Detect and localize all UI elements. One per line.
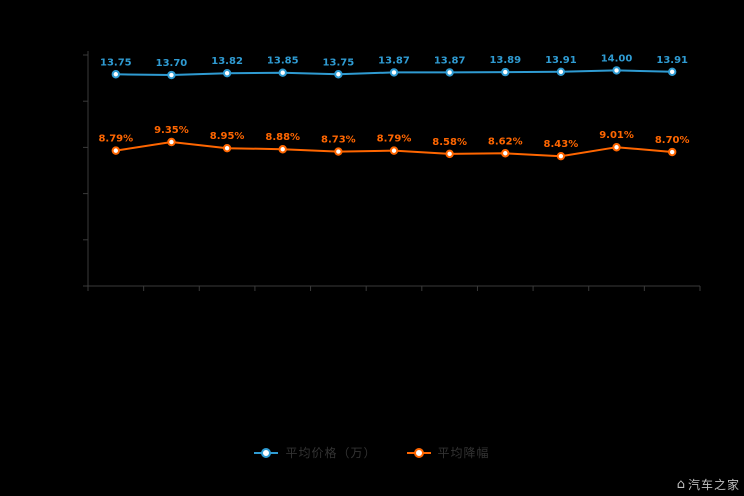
data-point-marker — [222, 68, 232, 78]
data-point-marker — [556, 67, 566, 76]
watermark-text: 汽车之家 — [687, 478, 740, 492]
data-label: 13.91 — [545, 55, 577, 66]
home-icon: ⌂ — [676, 477, 685, 492]
legend-item-avg-price[interactable]: 平均价格（万） — [254, 444, 376, 461]
data-point-marker — [501, 67, 510, 77]
data-point-marker — [334, 70, 343, 79]
watermark: ⌂ 汽车之家 — [677, 476, 740, 493]
data-label: 9.35% — [154, 125, 189, 136]
data-point-marker — [445, 68, 454, 77]
data-point-marker — [111, 70, 121, 79]
data-label: 13.75 — [323, 57, 355, 68]
data-label: 8.43% — [544, 139, 579, 150]
data-label: 8.95% — [210, 131, 245, 142]
data-point-marker — [612, 66, 621, 75]
data-label: 13.82 — [211, 56, 243, 67]
line-series-icon — [406, 447, 431, 458]
chart-legend: 平均价格（万） 平均降幅 — [0, 444, 744, 461]
legend-item-avg-discount[interactable]: 平均降幅 — [406, 444, 490, 461]
data-label: 13.89 — [489, 55, 521, 66]
data-point-marker — [167, 70, 176, 80]
data-point-marker — [667, 67, 677, 76]
data-point-marker — [278, 68, 287, 77]
line-series-icon — [254, 447, 279, 458]
data-point-marker — [612, 143, 621, 152]
legend-label: 平均降幅 — [437, 446, 490, 460]
data-label: 8.62% — [488, 136, 523, 147]
data-label: 13.75 — [100, 57, 132, 68]
data-label: 13.91 — [656, 55, 688, 66]
data-point-marker — [278, 145, 287, 154]
data-label: 13.85 — [267, 56, 299, 67]
data-point-marker — [556, 151, 566, 161]
data-label: 13.87 — [378, 55, 410, 66]
data-label: 8.79% — [377, 134, 412, 145]
data-point-marker — [389, 68, 399, 77]
data-point-marker — [111, 146, 121, 155]
data-label: 8.73% — [321, 135, 356, 146]
data-label: 14.00 — [601, 53, 633, 64]
data-label: 8.79% — [98, 134, 133, 145]
data-point-marker — [222, 143, 232, 153]
data-point-marker — [389, 146, 399, 155]
data-label: 8.88% — [265, 132, 300, 143]
data-point-marker — [167, 137, 176, 147]
data-label: 13.70 — [156, 58, 188, 69]
data-label: 8.70% — [655, 135, 690, 146]
data-point-marker — [667, 147, 677, 157]
legend-label: 平均价格（万） — [285, 446, 377, 460]
data-point-marker — [334, 147, 343, 156]
data-point-marker — [445, 149, 454, 159]
data-label: 8.58% — [432, 137, 467, 148]
data-label: 13.87 — [434, 55, 466, 66]
data-label: 9.01% — [599, 130, 634, 141]
data-point-marker — [501, 149, 510, 158]
